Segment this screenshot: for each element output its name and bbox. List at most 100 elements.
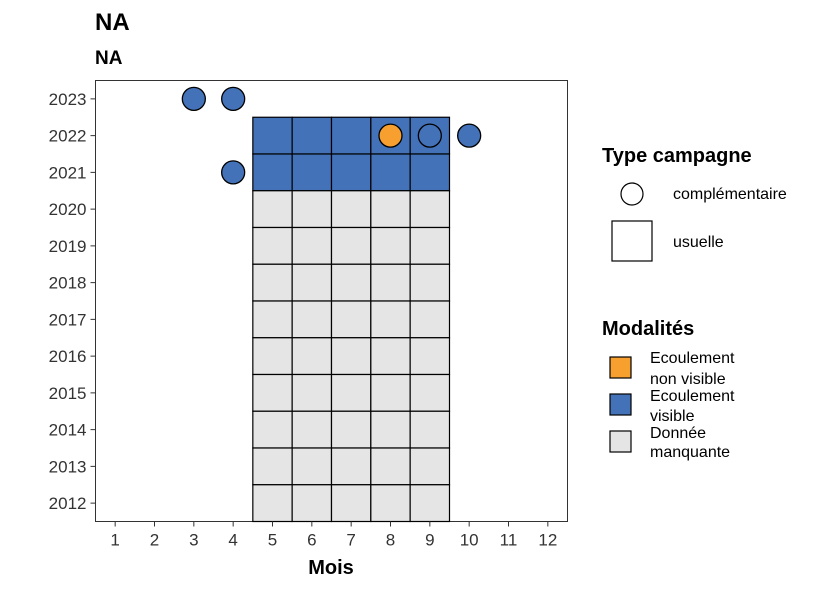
y-tick-label-2013: 2013 [49, 457, 87, 476]
tile-2012-5 [252, 484, 293, 523]
tile-2015-5 [252, 373, 293, 412]
point-2022-8 [378, 123, 403, 148]
tile-2014-9 [409, 410, 451, 449]
tile-2022-7 [330, 116, 372, 155]
legend-circle-key [620, 182, 644, 206]
legend-type-campagne: Type campagne complémentaire usuelle [602, 145, 787, 262]
tile-2015-7 [330, 373, 372, 412]
tile-2017-7 [330, 300, 372, 339]
tile-2015-9 [409, 373, 451, 412]
x-tick-label-3: 3 [189, 531, 198, 550]
tile-2020-9 [409, 190, 451, 229]
legend-label-non-visible-line1: Ecoulement [650, 350, 735, 367]
legend-label-non-visible-line2: non visible [650, 371, 726, 388]
x-tick-label-2: 2 [150, 531, 159, 550]
tile-2013-5 [252, 447, 293, 486]
tile-layer [252, 116, 451, 523]
tile-2015-8 [370, 373, 411, 412]
tile-2020-8 [370, 190, 411, 229]
tile-2020-5 [252, 190, 293, 229]
legend-swatch-manquante [609, 430, 632, 453]
y-tick-label-2016: 2016 [49, 347, 87, 366]
tile-2016-7 [330, 337, 372, 376]
tile-2015-6 [291, 373, 333, 412]
legend-label-manquante-line1: Donnée [650, 425, 706, 442]
tile-2016-9 [409, 337, 451, 376]
y-tick-label-2022: 2022 [49, 127, 87, 146]
x-tick-label-7: 7 [346, 531, 355, 550]
point-2023-4 [221, 86, 246, 112]
tile-2020-7 [330, 190, 372, 229]
tile-2018-5 [252, 263, 293, 302]
tile-2013-8 [370, 447, 411, 486]
tile-2014-7 [330, 410, 372, 449]
tile-2021-7 [330, 153, 372, 192]
x-axis: 1 2 3 4 5 6 7 8 9 10 11 12 [110, 521, 557, 550]
tile-2016-6 [291, 337, 333, 376]
legend-type-label-complementaire: complémentaire [673, 186, 787, 203]
tile-2020-6 [291, 190, 333, 229]
tile-2017-5 [252, 300, 293, 339]
x-tick-label-8: 8 [386, 531, 395, 550]
tile-2014-8 [370, 410, 411, 449]
legend-label-manquante-line2: manquante [650, 444, 730, 461]
x-tick-label-1: 1 [110, 531, 119, 550]
tile-2021-6 [291, 153, 333, 192]
tile-2019-9 [409, 226, 451, 265]
legend-type-title: Type campagne [602, 145, 752, 167]
tile-2012-7 [330, 484, 372, 523]
y-tick-label-2019: 2019 [49, 237, 87, 256]
point-2023-3 [181, 86, 206, 112]
tile-2019-8 [370, 226, 411, 265]
tile-2021-8 [370, 153, 411, 192]
y-tick-label-2023: 2023 [49, 90, 87, 109]
legend-label-visible-line1: Ecoulement [650, 388, 735, 405]
tile-2012-6 [291, 484, 333, 523]
point-2022-9 [417, 123, 442, 148]
tile-2019-5 [252, 226, 293, 265]
tile-2017-9 [409, 300, 451, 339]
point-layer [181, 86, 482, 185]
y-tick-label-2021: 2021 [49, 163, 87, 182]
tile-2019-7 [330, 226, 372, 265]
tile-2018-8 [370, 263, 411, 302]
tile-2016-5 [252, 337, 293, 376]
tile-2014-6 [291, 410, 333, 449]
tile-2018-7 [330, 263, 372, 302]
legend-square-key [611, 220, 653, 262]
tile-2022-5 [252, 116, 293, 155]
chart-title: NA [95, 9, 130, 36]
tile-2022-6 [291, 116, 333, 155]
legend-label-visible-line2: visible [650, 408, 695, 425]
legend-modalites: Modalités Ecoulement non visible Ecoulem… [602, 318, 735, 461]
tile-2016-8 [370, 337, 411, 376]
point-2021-4 [221, 160, 246, 185]
tile-2019-6 [291, 226, 333, 265]
legend-swatch-visible [609, 393, 632, 416]
x-tick-label-6: 6 [307, 531, 316, 550]
tile-2021-5 [252, 153, 293, 192]
y-axis: 2012 2013 2014 2015 2016 2017 2018 2019 2020 2021… [49, 90, 96, 513]
tile-2012-9 [409, 484, 451, 523]
tile-2013-9 [409, 447, 451, 486]
x-tick-label-11: 11 [500, 531, 518, 550]
legend-type-label-usuelle: usuelle [673, 234, 724, 251]
y-tick-label-2018: 2018 [49, 274, 87, 293]
tile-2017-6 [291, 300, 333, 339]
y-tick-label-2017: 2017 [49, 310, 87, 329]
tile-2012-8 [370, 484, 411, 523]
x-axis-label: Mois [308, 557, 354, 579]
point-2022-10 [457, 123, 482, 148]
x-tick-label-12: 12 [538, 531, 557, 550]
tile-2018-6 [291, 263, 333, 302]
x-tick-label-9: 9 [425, 531, 434, 550]
y-tick-label-2015: 2015 [49, 384, 87, 403]
tile-2013-7 [330, 447, 372, 486]
y-tick-label-2020: 2020 [49, 200, 87, 219]
tile-2013-6 [291, 447, 333, 486]
y-tick-label-2014: 2014 [49, 421, 87, 440]
tile-2018-9 [409, 263, 451, 302]
x-tick-label-10: 10 [460, 531, 479, 550]
tile-2014-5 [252, 410, 293, 449]
